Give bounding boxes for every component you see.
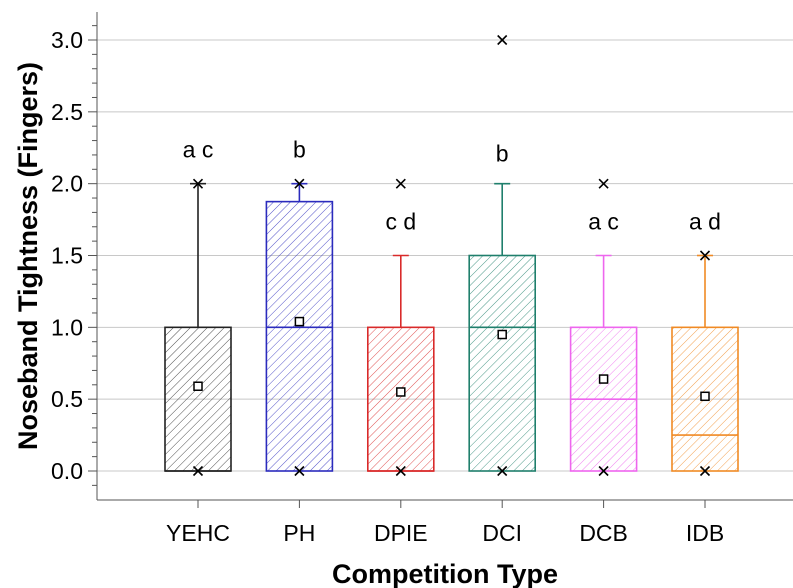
mean-marker [396,387,406,397]
y-tick-label: 1.5 [51,243,83,269]
min-marker [699,465,711,477]
box-group-ph: b [265,137,334,477]
box [265,200,334,472]
max-marker [497,34,508,46]
significance-label: a d [689,209,721,235]
y-tick-label: 1.0 [51,314,83,340]
mean-marker [700,391,710,402]
x-category-label: DCB [579,520,628,546]
max-marker [699,250,711,261]
max-marker [395,178,406,189]
box [468,254,537,472]
max-marker [294,178,305,189]
x-axis-title: Competition Type [332,559,558,588]
significance-label: c d [385,209,416,235]
box-group-dpie: c d [366,178,435,477]
max-marker [192,178,204,189]
x-category-label: IDB [686,520,724,546]
min-marker [395,465,406,477]
box [366,326,435,472]
min-marker [497,465,508,477]
x-category-label: YEHC [166,520,230,546]
x-category-label: DPIE [374,520,428,546]
significance-label: b [496,141,509,167]
mean-marker [598,374,609,384]
box-group-yehc: a c [164,137,232,477]
mean-marker [294,316,305,327]
box-group-dci: b [468,34,537,477]
boxes: a c b c d b a c a d [164,34,739,477]
y-tick-label: 2.5 [51,99,83,125]
x-category-label: DCI [482,520,522,546]
box-group-idb: a d [671,209,739,477]
significance-label: a c [588,209,619,235]
max-marker [598,178,609,189]
mean-marker [193,381,203,391]
y-tick-label: 2.0 [51,171,83,197]
min-marker [294,465,305,477]
axes: 0.0 0.5 1.0 1.5 2.0 2.5 3.0 YEHC PH DPIE DCI DCB IDB [51,12,793,546]
mean-marker [497,329,507,340]
y-tick-label: 0.0 [51,458,83,484]
y-tick-label: 3.0 [51,27,83,53]
box [164,326,232,472]
y-axis-title: Noseband Tightness (Fingers) [13,62,43,450]
significance-label: a c [183,137,214,163]
y-tick-label: 0.5 [51,386,83,412]
min-marker [598,465,609,477]
x-category-label: PH [283,520,315,546]
box-group-dcb: a c [569,178,638,477]
significance-label: b [293,137,306,163]
min-marker [192,465,204,477]
